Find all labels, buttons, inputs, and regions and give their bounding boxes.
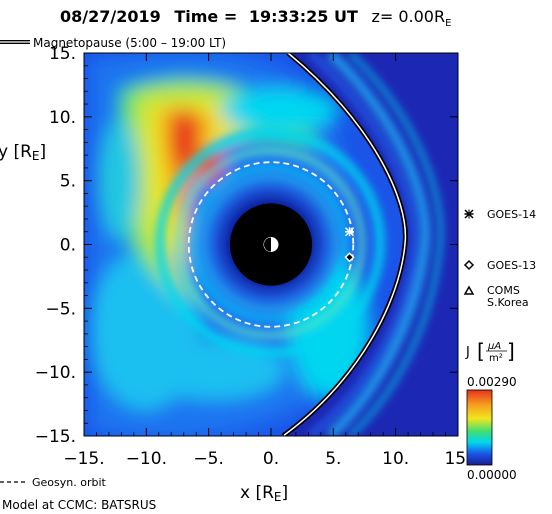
triangle-icon [463, 285, 475, 295]
y-tick-label: −10. [35, 363, 76, 383]
chart-title: 08/27/2019 Time = 19:33:25 UT z= 0.00RE [60, 7, 451, 29]
legend-coms: COMS S.Korea [463, 284, 529, 309]
diamond-icon [463, 259, 475, 271]
colorbar-min-label: 0.00000 [467, 468, 517, 482]
y-tick-label: 10. [49, 108, 76, 128]
y-tick-label: −15. [35, 427, 76, 447]
x-tick-label: 0. [263, 449, 279, 469]
colorbar-unit-bracket-left: [ [477, 339, 485, 363]
y-tick-label: −5. [46, 299, 76, 319]
legend-goes13: GOES-13 [463, 259, 536, 272]
earth-icon [263, 237, 279, 252]
x-tick-label: −15. [63, 449, 104, 469]
star-icon [464, 209, 474, 219]
title-z: z= 0.00R [371, 7, 445, 26]
legend-goes13-label: GOES-13 [487, 259, 536, 272]
model-label: Model at CCMC: BATSRUS [2, 498, 156, 512]
satellite-marker-goes-14 [345, 227, 355, 237]
x-tick-label: −5. [193, 449, 223, 469]
title-time: 19:33:25 UT [249, 7, 358, 26]
satellite-marker-goes-13 [344, 252, 355, 263]
title-date: 08/27/2019 [60, 7, 161, 26]
colorbar-max-label: 0.00290 [467, 375, 517, 389]
geosync-legend-label: Geosyn. orbit [32, 476, 107, 489]
geosync-orbit [187, 161, 355, 328]
y-tick-label: 15. [49, 44, 76, 64]
y-tick-label: 5. [60, 172, 76, 192]
satellite-legend: GOES-14 GOES-13 COMS S.Korea [463, 208, 536, 309]
title-z-sub: E [445, 18, 451, 29]
legend-goes14-label: GOES-14 [487, 208, 536, 221]
x-tick-label: −10. [126, 449, 167, 469]
colorbar-gradient [466, 389, 493, 466]
colorbar-label: J [465, 345, 470, 360]
legend-goes14: GOES-14 [464, 208, 536, 221]
x-tick-label: 5. [325, 449, 341, 469]
x-axis-label: x [RE] [240, 483, 288, 504]
title-time-label: Time = [174, 7, 237, 26]
colorbar: J [ μA m² ] 0.00290 0.00000 [465, 339, 517, 482]
colorbar-unit-num: μA [487, 341, 501, 352]
x-tick-label: 10. [382, 449, 409, 469]
legend-coms-label: COMS [487, 284, 520, 297]
magnetopause-legend-label: Magnetopause (5:00 – 19:00 LT) [33, 36, 226, 50]
plot-area [84, 53, 458, 436]
y-axis-label: y [RE] [0, 142, 46, 163]
colorbar-unit-den: m² [489, 353, 503, 364]
y-tick-label: 0. [60, 236, 76, 256]
colorbar-unit-bracket-right: ] [507, 339, 515, 363]
legend-coms-label2: S.Korea [487, 296, 529, 309]
x-tick-label: 15. [444, 449, 471, 469]
